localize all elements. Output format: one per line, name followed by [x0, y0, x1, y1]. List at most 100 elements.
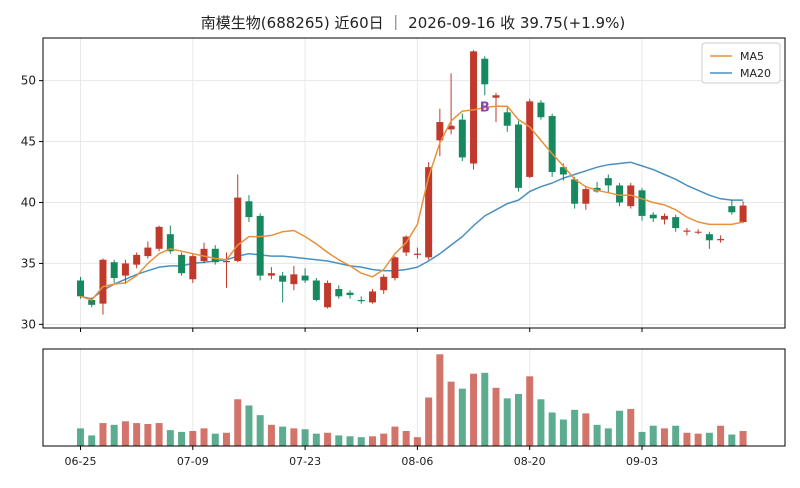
candle	[335, 285, 343, 299]
volume-bar	[537, 399, 545, 446]
candle	[234, 174, 242, 263]
ma20-layer	[80, 161, 744, 300]
volume-bar	[133, 423, 141, 446]
volume-bar	[178, 431, 186, 446]
volume-bar	[548, 412, 556, 446]
candle	[571, 176, 579, 209]
volume-bar	[166, 430, 174, 446]
ma5-line	[80, 105, 744, 301]
candle	[413, 247, 421, 259]
candle-body	[312, 280, 320, 300]
x-tick-label: 07-09	[177, 455, 209, 468]
volume-bar	[672, 425, 680, 446]
candle-body	[166, 234, 174, 252]
candle-body	[728, 206, 736, 213]
legend-ma5-label: MA5	[740, 50, 764, 63]
candle-body	[133, 254, 141, 265]
y-tick-label: 50	[21, 74, 36, 88]
candle	[481, 56, 489, 96]
candle	[211, 245, 219, 265]
volume-bar	[346, 436, 354, 446]
candle	[357, 296, 365, 304]
volume-bar	[413, 437, 421, 446]
volume-bar	[660, 428, 668, 446]
candle-body	[110, 262, 118, 279]
candle-body	[537, 102, 545, 118]
y-tick-label: 45	[21, 135, 36, 149]
candle-body	[694, 231, 702, 233]
volume-bar	[279, 426, 287, 446]
candle-body	[234, 197, 242, 261]
volume-bar	[234, 399, 242, 446]
volume-bar	[88, 435, 96, 446]
candle-body	[290, 274, 298, 285]
volume-bar	[189, 431, 197, 446]
volume-bar	[559, 419, 567, 446]
volume-bar	[492, 387, 500, 446]
volume-bar	[368, 436, 376, 446]
candle-body	[604, 178, 612, 186]
candle-body	[144, 247, 152, 257]
candle	[110, 259, 118, 283]
volume-bar	[324, 432, 332, 446]
candle	[121, 259, 129, 285]
volume-gridlines	[80, 349, 643, 446]
candle-body	[571, 179, 579, 204]
candle-body	[739, 205, 747, 222]
volume-bar	[335, 435, 343, 446]
candle-body	[526, 101, 534, 177]
candle	[189, 253, 197, 283]
candle	[447, 73, 455, 135]
volume-bar	[728, 434, 736, 446]
y-tick-label: 30	[21, 317, 36, 331]
volume-bar	[301, 429, 309, 446]
candle-body	[346, 292, 354, 296]
candle	[200, 242, 208, 264]
volume-bar	[200, 428, 208, 446]
volume-bar	[211, 433, 219, 446]
candle-body	[402, 236, 410, 253]
volume-bar	[99, 423, 107, 446]
volume-bar	[436, 354, 444, 446]
y-tick-label: 40	[21, 195, 36, 209]
candle-body	[492, 95, 500, 98]
volume-bar	[739, 431, 747, 446]
volume-bar	[222, 432, 230, 446]
candle	[683, 228, 691, 236]
x-tick-label: 07-23	[289, 455, 321, 468]
candle	[245, 195, 253, 222]
candle-body	[99, 259, 107, 304]
candle	[279, 271, 287, 303]
candle-body	[301, 275, 309, 281]
volume-bar	[694, 433, 702, 446]
volume-bar	[267, 424, 275, 446]
volume-bar	[649, 425, 657, 446]
candle	[436, 108, 444, 157]
candle	[144, 241, 152, 259]
candle	[492, 92, 500, 123]
volume-bar	[357, 437, 365, 446]
volume-bar	[256, 415, 264, 446]
candle-body	[88, 299, 96, 305]
candle	[548, 113, 556, 177]
candle	[324, 280, 332, 309]
volume-series	[77, 354, 747, 446]
volume-bar	[593, 424, 601, 446]
candle-body	[447, 125, 455, 130]
chart-title: 南模生物(688265) 近60日 ｜ 2026-09-16 收 39.75(+…	[201, 14, 625, 32]
candle-body	[548, 115, 556, 173]
price-panel-frame	[42, 37, 786, 329]
legend-ma20-label: MA20	[740, 67, 771, 80]
volume-bar	[705, 432, 713, 446]
candle-body	[481, 58, 489, 85]
candle-body	[425, 167, 433, 258]
x-tick-label: 09-03	[626, 455, 658, 468]
candle	[705, 231, 713, 249]
volume-bar	[402, 431, 410, 446]
candle	[155, 225, 163, 252]
candle	[537, 100, 545, 120]
volume-bar	[514, 393, 522, 446]
volume-bar	[481, 372, 489, 446]
